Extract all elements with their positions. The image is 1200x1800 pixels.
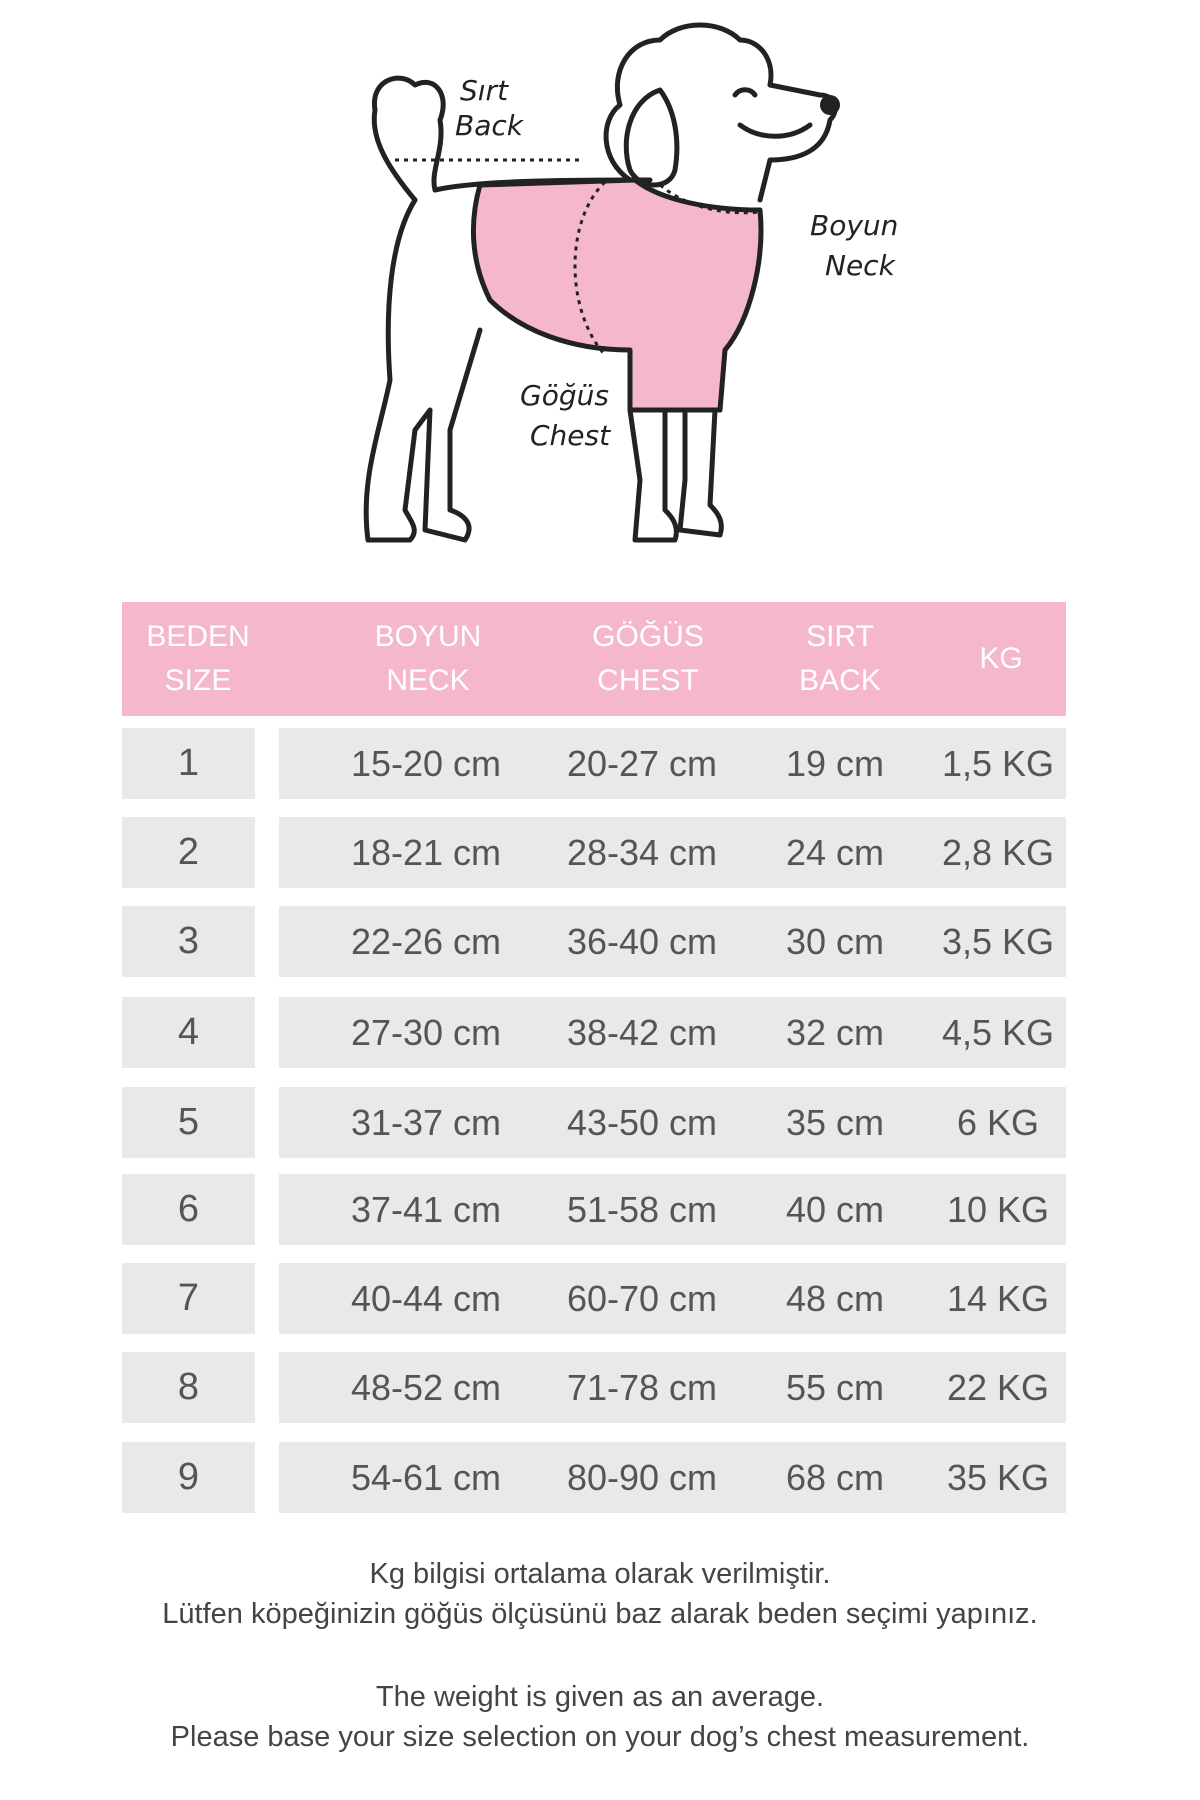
- size-cell: 1: [122, 728, 255, 799]
- dog-smile: [737, 122, 813, 139]
- chest-value: 20-27 cm: [566, 743, 718, 784]
- label-back-tr: Sırt: [460, 74, 509, 107]
- note-en-2: Please base your size selection on your …: [170, 1721, 1030, 1753]
- chest-value: 80-90 cm: [566, 1457, 718, 1498]
- back-value: 35 cm: [785, 1102, 885, 1143]
- back-value: 55 cm: [785, 1367, 885, 1408]
- chest-value: 28-34 cm: [566, 832, 718, 873]
- chest-value: 60-70 cm: [566, 1278, 718, 1319]
- header-size-en: SIZE: [164, 664, 232, 697]
- back-value: 40 cm: [785, 1189, 885, 1230]
- header-kg-en: KG: [979, 642, 1023, 675]
- table-row: 8 48-52 cm 71-78 cm 55 cm 22 KG: [122, 1352, 1066, 1423]
- table-row: 9 54-61 cm 80-90 cm 68 cm 35 KG: [122, 1442, 1066, 1513]
- measurements-cell: [279, 906, 1066, 977]
- kg-value: 35 KG: [946, 1457, 1050, 1498]
- kg-value: 1,5 KG: [941, 743, 1055, 784]
- note-tr-1: Kg bilgisi ortalama olarak verilmiştir.: [369, 1558, 831, 1590]
- dog-front-legs: [627, 407, 724, 543]
- note-tr-2: Lütfen köpeğinizin göğüs ölçüsünü baz al…: [162, 1598, 1038, 1630]
- label-neck-tr: Boyun: [810, 209, 898, 242]
- header-back-tr: SIRT: [806, 620, 874, 653]
- neck-value: 31-37 cm: [350, 1102, 502, 1143]
- header-back-en: BACK: [799, 664, 881, 697]
- chest-value: 38-42 cm: [566, 1012, 718, 1053]
- neck-value: 15-20 cm: [350, 743, 502, 784]
- kg-value: 3,5 KG: [941, 921, 1055, 962]
- neck-measure-line: [659, 183, 761, 215]
- neck-value: 22-26 cm: [350, 921, 502, 962]
- size-cell: 6: [122, 1174, 255, 1245]
- header-size-tr: BEDEN: [146, 620, 250, 653]
- kg-value: 14 KG: [946, 1278, 1050, 1319]
- measurements-cell: [279, 997, 1066, 1068]
- neck-value: 27-30 cm: [350, 1012, 502, 1053]
- table-row: 5 31-37 cm 43-50 cm 35 cm 6 KG: [122, 1087, 1066, 1158]
- garment: [470, 177, 764, 413]
- back-value: 32 cm: [785, 1012, 885, 1053]
- measurements-cell: [279, 1087, 1066, 1158]
- dog-ear: [623, 87, 680, 188]
- dog-measurement-illustration: Sırt Back Boyun Neck Göğüs Chest: [363, 22, 898, 543]
- kg-value: 10 KG: [946, 1189, 1050, 1230]
- measurements-cell: [279, 1352, 1066, 1423]
- table-row: 4 27-30 cm 38-42 cm 32 cm 4,5 KG: [122, 997, 1066, 1068]
- chest-value: 71-78 cm: [566, 1367, 718, 1408]
- chest-value: 43-50 cm: [566, 1102, 718, 1143]
- table-row: 3 22-26 cm 36-40 cm 30 cm 3,5 KG: [122, 906, 1066, 977]
- header-chest: GÖĞÜS CHEST: [592, 602, 704, 716]
- table-row: 1 15-20 cm 20-27 cm 19 cm 1,5 KG: [122, 728, 1066, 799]
- back-value: 30 cm: [785, 921, 885, 962]
- neck-value: 37-41 cm: [350, 1189, 502, 1230]
- table-row: 6 37-41 cm 51-58 cm 40 cm 10 KG: [122, 1174, 1066, 1245]
- size-cell: 8: [122, 1352, 255, 1423]
- size-cell: 2: [122, 817, 255, 888]
- table-header: BEDEN SIZE BOYUN NECK GÖĞÜS CHEST SIRT B…: [122, 602, 1066, 716]
- measurements-cell: [279, 728, 1066, 799]
- neck-value: 54-61 cm: [350, 1457, 502, 1498]
- dog-eye: [732, 87, 758, 98]
- neck-value: 40-44 cm: [350, 1278, 502, 1319]
- measurements-cell: [279, 1263, 1066, 1334]
- size-cell: 3: [122, 906, 255, 977]
- measurements-cell: [279, 1174, 1066, 1245]
- size-cell: 9: [122, 1442, 255, 1513]
- neck-value: 18-21 cm: [350, 832, 502, 873]
- dog-tail: [371, 75, 446, 203]
- neck-value: 48-52 cm: [350, 1367, 502, 1408]
- header-neck-en: NECK: [386, 664, 470, 697]
- back-value: 24 cm: [785, 832, 885, 873]
- measurements-cell: [279, 817, 1066, 888]
- back-value: 19 cm: [785, 743, 885, 784]
- chest-value: 36-40 cm: [566, 921, 718, 962]
- header-chest-en: CHEST: [597, 664, 699, 697]
- kg-value: 4,5 KG: [941, 1012, 1055, 1053]
- label-neck-en: Neck: [825, 249, 897, 282]
- kg-value: 6 KG: [956, 1102, 1040, 1143]
- measurements-cell: [279, 1442, 1066, 1513]
- back-value: 68 cm: [785, 1457, 885, 1498]
- header-size: BEDEN SIZE: [146, 602, 249, 716]
- header-neck: BOYUN NECK: [375, 602, 482, 716]
- back-value: 48 cm: [785, 1278, 885, 1319]
- label-chest-tr: Göğüs: [520, 379, 609, 412]
- size-cell: 4: [122, 997, 255, 1068]
- header-back: SIRT BACK: [799, 602, 881, 716]
- chest-value: 51-58 cm: [566, 1189, 718, 1230]
- label-chest-en: Chest: [530, 419, 611, 452]
- table-row: 7 40-44 cm 60-70 cm 48 cm 14 KG: [122, 1263, 1066, 1334]
- table-row: 2 18-21 cm 28-34 cm 24 cm 2,8 KG: [122, 817, 1066, 888]
- size-cell: 7: [122, 1263, 255, 1334]
- dog-head: [603, 22, 838, 203]
- size-cell: 5: [122, 1087, 255, 1158]
- kg-value: 22 KG: [946, 1367, 1050, 1408]
- label-back-en: Back: [455, 109, 525, 142]
- note-en-1: The weight is given as an average.: [375, 1681, 825, 1713]
- kg-value: 2,8 KG: [941, 832, 1055, 873]
- header-chest-tr: GÖĞÜS: [592, 620, 704, 653]
- header-kg: KG: [979, 602, 1022, 716]
- chest-measure-line: [573, 180, 607, 356]
- header-neck-tr: BOYUN: [374, 620, 482, 653]
- dog-nose: [820, 95, 840, 115]
